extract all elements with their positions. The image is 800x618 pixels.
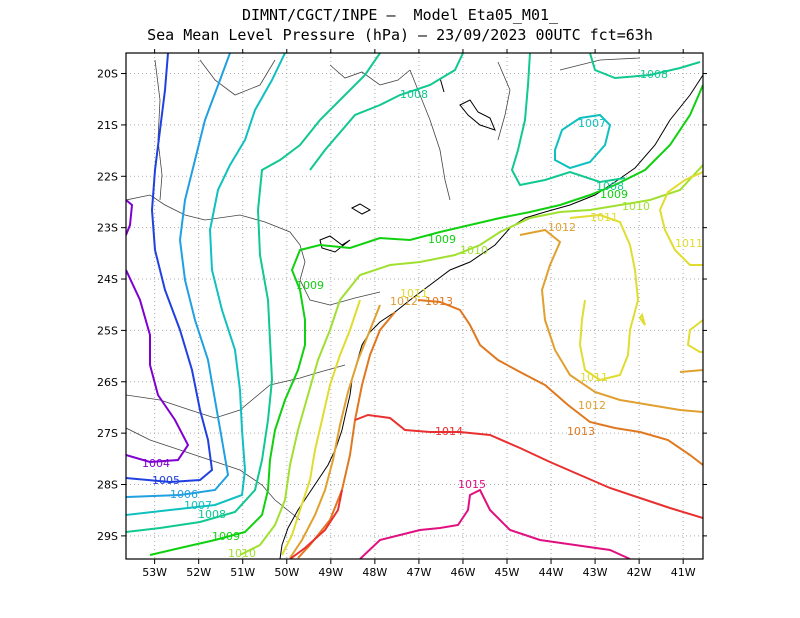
grid-lines [126, 53, 703, 559]
lon-tick-label: 44W [539, 566, 564, 579]
plot-frame [125, 52, 704, 560]
contour-1010 [239, 164, 703, 556]
contour-1013 [297, 299, 703, 559]
contour-1011 [281, 171, 703, 556]
lon-tick-label: 50W [274, 566, 299, 579]
label-1009-e: 1009 [600, 188, 628, 201]
label-1004: 1004 [142, 457, 170, 470]
contour-1006 [126, 53, 231, 498]
lat-tick-label: 28S [97, 479, 118, 492]
label-1011-e: 1011 [675, 237, 703, 250]
label-1011: 1011 [400, 287, 428, 300]
lon-tick-label: 45W [495, 566, 520, 579]
contour-1014 [289, 413, 703, 559]
lon-tick-label: 49W [318, 566, 343, 579]
lon-tick-label: 43W [583, 566, 608, 579]
label-1009: 1009 [212, 530, 240, 543]
label-1012-ne: 1012 [548, 221, 576, 234]
label-1010-c: 1010 [460, 244, 488, 257]
lon-tick-label: 42W [627, 566, 652, 579]
label-1015: 1015 [458, 478, 486, 491]
contour-1004 [126, 269, 190, 464]
label-1012-s: 1012 [578, 399, 606, 412]
contour-1015 [359, 488, 631, 559]
label-1011-s: 1011 [580, 371, 608, 384]
contour-1005 [126, 53, 214, 484]
label-1005: 1005 [152, 474, 180, 487]
lon-tick-label: 47W [406, 566, 431, 579]
label-1007: 1007 [184, 499, 212, 512]
map-title-line-2: Sea Mean Level Pressure (hPa) – 23/09/20… [147, 26, 653, 44]
label-1009-c: 1009 [296, 279, 324, 292]
contour-1008 [126, 53, 381, 533]
lat-tick-label: 23S [97, 222, 118, 235]
contour-1011-east [638, 312, 703, 353]
latitude-labels: 20S 21S 22S 23S 24S 25S 26S 27S 28S 29S [97, 68, 118, 543]
lat-tick-label: 27S [97, 427, 118, 440]
contour-1008-north [309, 53, 464, 171]
label-1008-ne: 1008 [640, 68, 668, 81]
label-1008-e: 1008 [596, 180, 624, 193]
label-1011-ne: 1011 [590, 211, 618, 224]
lat-tick-label: 29S [97, 530, 118, 543]
label-1010: 1010 [228, 547, 256, 560]
lon-tick-label: 41W [671, 566, 696, 579]
label-1013: 1013 [425, 295, 453, 308]
contour-1009 [149, 84, 703, 556]
contour-1012 [289, 228, 703, 559]
contour-1004-west [126, 199, 134, 236]
lat-tick-label: 24S [97, 273, 118, 286]
longitude-labels: 53W 52W 51W 50W 49W 48W 47W 46W 45W 44W 43W 42W 41W [142, 566, 696, 579]
label-1013-s: 1013 [567, 425, 595, 438]
map-title-line-1: DIMNT/CGCT/INPE – Model Eta05_M01_ [241, 6, 559, 24]
label-1008: 1008 [198, 508, 226, 521]
label-1009-n: 1009 [428, 233, 456, 246]
axis-ticks [121, 49, 707, 564]
lat-tick-label: 22S [97, 170, 118, 183]
label-1010-e: 1010 [622, 200, 650, 213]
lat-tick-label: 21S [97, 119, 118, 132]
lon-tick-label: 46W [451, 566, 476, 579]
lon-tick-label: 51W [230, 566, 255, 579]
lat-tick-label: 20S [97, 68, 118, 81]
lon-tick-label: 52W [186, 566, 211, 579]
label-1008-n: 1008 [400, 88, 428, 101]
lon-tick-label: 48W [362, 566, 387, 579]
lon-tick-label: 53W [142, 566, 167, 579]
label-1006: 1006 [170, 488, 198, 501]
label-1007-ne: 1007 [578, 117, 606, 130]
contour-1007-northeast [554, 113, 612, 170]
lat-tick-label: 26S [97, 376, 118, 389]
label-1012: 1012 [390, 295, 418, 308]
contour-labels: 1004 1005 1006 1007 1007 1008 1008 1008 … [142, 68, 703, 560]
label-1014: 1014 [435, 425, 463, 438]
lat-tick-label: 25S [97, 324, 118, 337]
contour-1008-northeast [510, 53, 701, 187]
contours [126, 53, 703, 559]
contour-1007 [126, 53, 286, 516]
